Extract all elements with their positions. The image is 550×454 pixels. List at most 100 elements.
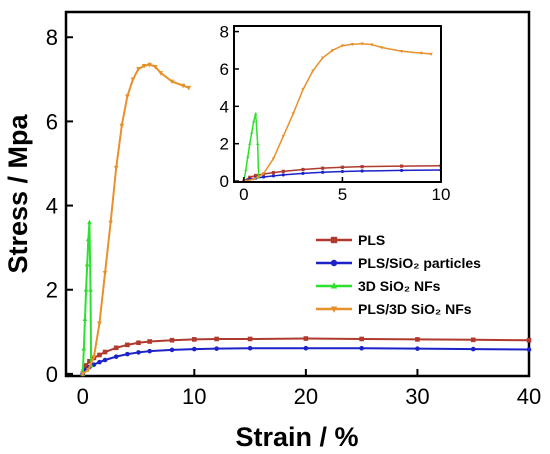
- data-point: [399, 164, 404, 168]
- data-point: [88, 286, 93, 292]
- data-point: [180, 83, 186, 89]
- data-point: [169, 337, 175, 343]
- data-point: [360, 165, 364, 169]
- data-point: [419, 51, 423, 56]
- data-point: [87, 219, 92, 225]
- data-point: [470, 337, 476, 343]
- legend-swatch-marker: [330, 306, 338, 313]
- data-point: [169, 347, 175, 353]
- data-point: [130, 77, 136, 83]
- legend-item: PLS: [316, 232, 385, 248]
- series-pls-3d-sio-nfs: [242, 42, 433, 182]
- main-series-group: [80, 62, 532, 377]
- inset-x-tick-label: 10: [432, 185, 451, 204]
- data-point: [252, 119, 256, 123]
- inset-plot-background: [234, 26, 441, 182]
- data-point: [271, 157, 276, 161]
- y-tick-label: 2: [46, 278, 58, 303]
- y-tick-label: 8: [46, 25, 58, 50]
- series-line: [82, 63, 190, 375]
- data-point: [254, 173, 258, 178]
- y-axis-label: Stress / Mpa: [3, 113, 33, 273]
- data-point: [359, 345, 364, 351]
- data-point: [86, 236, 91, 242]
- data-point: [244, 167, 248, 172]
- data-point: [261, 172, 266, 176]
- data-point: [83, 363, 89, 368]
- data-point: [113, 165, 119, 171]
- data-point: [321, 166, 325, 170]
- data-point: [301, 88, 305, 92]
- inset-y-tick-label: 6: [220, 60, 229, 79]
- data-point: [91, 362, 97, 367]
- inset-y-tick-label: 4: [220, 97, 229, 116]
- data-point: [271, 174, 276, 178]
- inset-plot-area: 0 5 10 0 2 4 6 8: [220, 23, 451, 204]
- inset-series-group: [242, 42, 441, 182]
- series-3d-sio-nfs: [80, 219, 94, 376]
- data-point: [252, 177, 256, 182]
- legend-label: PLS/SiO₂ particles: [358, 255, 481, 271]
- data-point: [125, 94, 130, 99]
- data-point: [526, 347, 532, 352]
- data-point: [250, 130, 254, 134]
- inset-plot-frame: [233, 25, 442, 183]
- data-point: [360, 169, 364, 173]
- data-point: [97, 321, 102, 327]
- data-point: [214, 336, 219, 342]
- data-point: [370, 43, 374, 47]
- data-point: [247, 336, 253, 342]
- y-tick-label: 4: [46, 194, 58, 219]
- data-point: [136, 66, 141, 72]
- data-point: [330, 49, 335, 53]
- data-point: [86, 367, 91, 373]
- data-point: [281, 173, 285, 177]
- x-tick-label: 30: [405, 384, 429, 409]
- legend-label: PLS: [358, 232, 385, 248]
- data-point: [291, 112, 295, 116]
- legend-swatch-marker: [330, 282, 338, 289]
- data-point: [83, 286, 89, 292]
- inset-axis-ticks: 0 5 10 0 2 4 6 8: [220, 23, 451, 204]
- data-point: [246, 154, 250, 159]
- data-point: [429, 52, 433, 56]
- data-point: [248, 141, 252, 145]
- data-point: [84, 261, 90, 267]
- data-point: [261, 175, 266, 179]
- data-point: [254, 111, 258, 116]
- data-point: [136, 340, 141, 346]
- data-point: [271, 171, 276, 175]
- legend-swatch-marker: [330, 236, 338, 244]
- data-point: [113, 354, 119, 359]
- data-point: [125, 351, 130, 357]
- data-point: [399, 168, 404, 173]
- y-tick-label: 6: [46, 109, 58, 134]
- data-point: [147, 348, 152, 354]
- data-point: [321, 56, 325, 60]
- data-point: [87, 358, 92, 364]
- data-point: [415, 346, 420, 351]
- x-tick-label: 0: [77, 384, 89, 409]
- data-point: [186, 85, 192, 91]
- data-point: [108, 220, 113, 226]
- data-point: [415, 337, 420, 342]
- data-point: [399, 49, 404, 54]
- data-point: [97, 359, 102, 365]
- data-point: [119, 123, 125, 129]
- data-point: [321, 170, 325, 174]
- data-point: [192, 346, 197, 352]
- data-point: [158, 71, 164, 76]
- inset-y-tick-label: 2: [220, 135, 229, 154]
- data-point: [81, 345, 87, 351]
- data-point: [102, 357, 108, 363]
- data-point: [152, 64, 158, 70]
- data-point: [102, 271, 108, 276]
- data-point: [359, 336, 364, 342]
- legend-label: PLS/3D SiO₂ NFs: [358, 301, 472, 317]
- y-tick-label: 0: [46, 362, 58, 387]
- x-tick-label: 20: [294, 384, 318, 409]
- data-point: [526, 337, 532, 343]
